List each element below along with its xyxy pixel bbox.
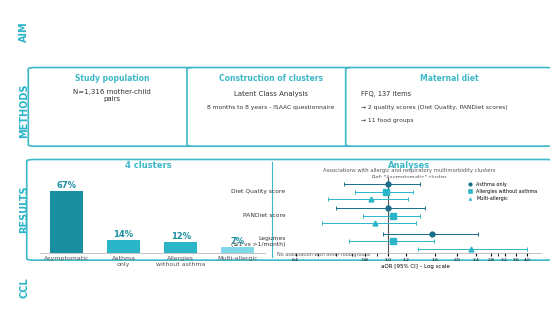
Text: PANDiet score: PANDiet score [243,214,285,218]
FancyBboxPatch shape [346,68,550,146]
X-axis label: aOR [95% CI] – Log scale: aOR [95% CI] – Log scale [381,265,450,269]
Bar [50,191,83,254]
Text: No association with other food groups: No association with other food groups [277,252,371,256]
Text: RESULTS: RESULTS [19,185,29,233]
Bar [221,247,254,254]
Text: Latent Class Analysis: Latent Class Analysis [234,90,308,97]
Text: N=1,316 mother-child
pairs: N=1,316 mother-child pairs [73,89,151,102]
FancyBboxPatch shape [187,68,355,146]
Text: FFQ, 137 items: FFQ, 137 items [361,90,411,97]
Text: Ref: "Asymptomatic" cluster: Ref: "Asymptomatic" cluster [372,175,447,181]
Text: 8 months to 8 years - ISAAC questionnaire: 8 months to 8 years - ISAAC questionnair… [207,105,335,110]
Text: Legumes
(≤1 vs >1/month): Legumes (≤1 vs >1/month) [231,236,285,247]
Text: Diet Quality score: Diet Quality score [231,190,285,194]
Text: 7%: 7% [230,236,245,245]
Bar [107,240,140,254]
Text: Associations with allergic and respiratory multimorbidity clusters: Associations with allergic and respirato… [323,168,496,173]
Text: Maternal diet: Maternal diet [420,74,478,83]
Text: 67%: 67% [57,181,76,190]
Text: Study population: Study population [75,74,150,83]
Text: Analyses: Analyses [388,161,430,170]
Text: Associations between the quality of maternal diet during pregnancy
and allergic : Associations between the quality of mate… [77,21,504,42]
Text: METHODS: METHODS [19,83,29,138]
Legend: Asthma only, Allergies without asthma, Multi-allergic: Asthma only, Allergies without asthma, M… [464,181,538,202]
Text: Construction of clusters: Construction of clusters [219,74,323,83]
FancyBboxPatch shape [28,68,196,146]
Bar [164,242,197,254]
FancyBboxPatch shape [27,160,550,260]
Text: 4 clusters: 4 clusters [125,161,172,170]
Text: AIM: AIM [19,21,29,42]
Text: → 2 quality scores (Diet Quality, PANDiet scores): → 2 quality scores (Diet Quality, PANDie… [361,105,508,110]
Text: → 11 food groups: → 11 food groups [361,118,414,123]
Text: Infrequent legumes consumption during pregnancy was associated with a higher ris: Infrequent legumes consumption during pr… [72,277,509,297]
Text: 14%: 14% [113,230,134,239]
Text: 12%: 12% [170,232,191,241]
Text: CCL: CCL [19,277,29,297]
